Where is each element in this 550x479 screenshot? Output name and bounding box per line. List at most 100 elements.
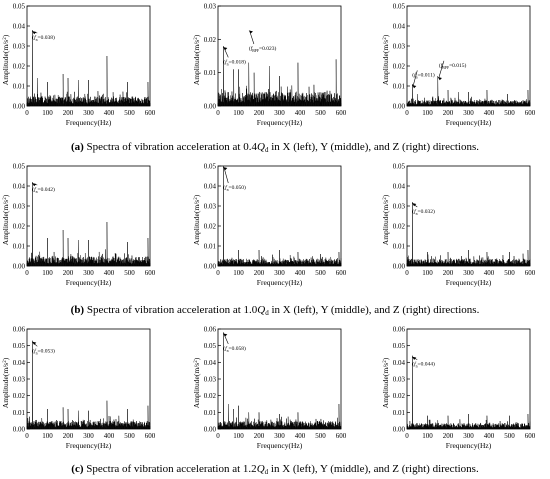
annotation-label: (fn=0.038) <box>32 34 55 42</box>
x-tick-label: 200 <box>63 269 74 277</box>
x-tick-label: 300 <box>463 109 474 117</box>
x-tick-label: 0 <box>405 109 409 117</box>
caption-a-tag: (a) <box>70 141 84 153</box>
y-axis-label: Amplitude(m/s2) <box>192 194 201 245</box>
x-tick-label: 100 <box>422 432 433 440</box>
y-tick-label: 0.03 <box>393 203 406 211</box>
y-tick-label: 0.00 <box>393 426 406 434</box>
y-tick-label: 0.01 <box>204 409 217 417</box>
x-tick-label: 300 <box>83 109 94 117</box>
y-tick-label: 0.05 <box>13 342 26 350</box>
y-tick-label: 0.02 <box>13 392 26 400</box>
y-axis-label: Amplitude(m/s2) <box>381 357 390 408</box>
axes-frame <box>406 5 531 107</box>
y-tick-label: 0.02 <box>204 223 217 231</box>
x-tick-label: 400 <box>295 269 306 277</box>
spectrum-trace <box>27 29 151 107</box>
spectrum-panel-3: 0 100 200 300 400 500 600 0.00 0.01 0.02 0.03 0.04 0… <box>381 3 536 128</box>
annotation-arrowhead <box>32 341 37 345</box>
annotation-arrowhead <box>223 167 228 171</box>
x-tick-label: 200 <box>443 432 454 440</box>
y-axis-label: Amplitude(m/s2) <box>192 357 201 408</box>
caption-b-suffix: in X (left), Y (middle), and Z (right) d… <box>268 304 480 316</box>
annotation-label: (fn=0.032) <box>412 208 435 216</box>
y-tick-label: 0.00 <box>13 103 26 111</box>
x-tick-label: 400 <box>484 432 495 440</box>
y-tick-label: 0.01 <box>393 83 406 91</box>
y-tick-label: 0.01 <box>204 243 217 251</box>
annotation-arrow <box>438 60 445 79</box>
x-tick-label: 0 <box>25 432 29 440</box>
x-tick-label: 500 <box>124 109 135 117</box>
x-tick-label: 600 <box>525 269 536 277</box>
x-tick-label: 300 <box>463 432 474 440</box>
x-tick-label: 100 <box>233 269 244 277</box>
annotation-label: (fn=0.058) <box>223 345 246 353</box>
x-tick-label: 100 <box>42 432 53 440</box>
x-tick-label: 300 <box>83 269 94 277</box>
x-axis-label: Frequency(Hz) <box>446 118 492 127</box>
y-tick-label: 0.02 <box>393 392 406 400</box>
x-tick-label: 0 <box>405 432 409 440</box>
x-tick-label: 100 <box>233 109 244 117</box>
annotation-arrowhead <box>32 183 37 187</box>
x-tick-label: 600 <box>145 432 156 440</box>
annotation-label: (fn=0.011) <box>412 71 435 79</box>
caption-a-prefix: Spectra of vibration acceleration at 0.4 <box>83 141 257 153</box>
y-tick-label: 0.00 <box>13 426 26 434</box>
y-axis-label: Amplitude(m/s2) <box>381 34 390 85</box>
x-axis-label: Frequency(Hz) <box>446 441 492 450</box>
caption-a-q: Q <box>256 141 265 153</box>
y-tick-label: 0.05 <box>393 342 406 350</box>
y-tick-label: 0.05 <box>13 3 26 11</box>
y-axis-label: Amplitude(m/s2) <box>192 34 201 85</box>
x-tick-label: 200 <box>443 109 454 117</box>
x-axis-label: Frequency(Hz) <box>66 441 112 450</box>
annotation-arrowhead <box>248 30 253 34</box>
y-tick-label: 0.06 <box>13 326 26 334</box>
caption-c-qsub: d <box>264 468 269 476</box>
annotation-arrowhead <box>223 333 228 337</box>
x-tick-label: 300 <box>274 432 285 440</box>
y-tick-label: 0.01 <box>204 69 217 77</box>
y-tick-label: 0.00 <box>393 103 406 111</box>
y-tick-label: 0.04 <box>13 23 26 31</box>
x-tick-label: 500 <box>315 269 326 277</box>
y-tick-label: 0.00 <box>204 426 217 434</box>
x-axis-label: Frequency(Hz) <box>257 118 303 127</box>
x-tick-label: 0 <box>405 269 409 277</box>
x-tick-label: 200 <box>63 432 74 440</box>
caption-b-tag: (b) <box>70 304 85 316</box>
x-axis-label: Frequency(Hz) <box>257 441 303 450</box>
spectrum-panel-6: 0 100 200 300 400 500 600 0.00 0.01 0.02 0.03 0.04 0… <box>381 163 536 288</box>
annotation-label: (fBPF=0.015) <box>439 62 467 70</box>
caption-a-qsub: d <box>264 146 269 154</box>
x-tick-label: 600 <box>336 109 347 117</box>
x-tick-label: 500 <box>504 432 515 440</box>
x-tick-label: 500 <box>315 432 326 440</box>
annotation-arrowhead <box>223 47 228 51</box>
y-tick-label: 0.06 <box>393 326 406 334</box>
spectrum-trace <box>407 75 531 107</box>
spectrum-trace <box>218 45 342 107</box>
annotation-label: (fn=0.018) <box>223 58 246 66</box>
x-tick-label: 500 <box>504 109 515 117</box>
x-axis-label: Frequency(Hz) <box>66 278 112 287</box>
y-tick-label: 0.00 <box>204 263 217 271</box>
y-tick-label: 0.00 <box>204 103 217 111</box>
y-tick-label: 0.02 <box>13 223 26 231</box>
x-tick-label: 400 <box>295 432 306 440</box>
y-tick-label: 0.01 <box>13 409 26 417</box>
x-tick-label: 400 <box>104 109 115 117</box>
x-tick-label: 400 <box>104 432 115 440</box>
caption-a: (a) Spectra of vibration acceleration at… <box>0 141 550 157</box>
spectrum-panel-1: 0 100 200 300 400 500 600 0.00 0.01 0.02 0.03 0.04 0… <box>1 3 156 128</box>
y-axis-label: Amplitude(m/s2) <box>1 194 10 245</box>
annotation-label: (fn=0.053) <box>32 347 55 355</box>
y-tick-label: 0.00 <box>13 263 26 271</box>
x-tick-label: 0 <box>216 109 220 117</box>
spectrum-panel-9: 0 100 200 300 400 500 600 0.00 0.01 0.02 0.03 0.04 0… <box>381 326 536 451</box>
annotation-arrowhead <box>437 77 442 81</box>
spectrum-trace <box>218 165 342 267</box>
x-tick-label: 300 <box>274 269 285 277</box>
